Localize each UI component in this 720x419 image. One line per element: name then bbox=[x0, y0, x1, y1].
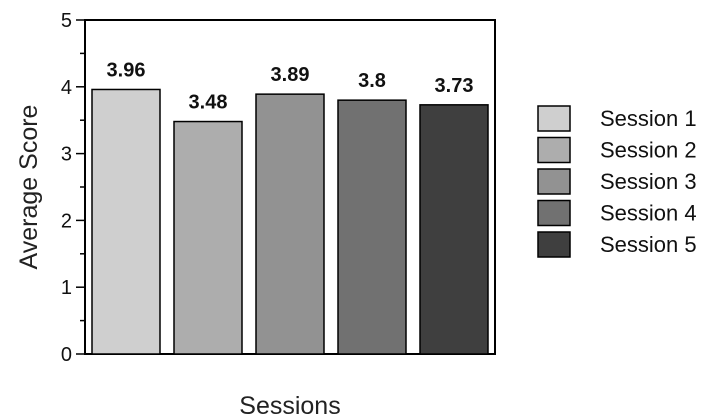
legend-label-3: Session 3 bbox=[600, 169, 697, 194]
bar-value-label-4: 3.8 bbox=[358, 70, 386, 92]
bar-value-label-1: 3.96 bbox=[107, 59, 146, 81]
legend: Session 1 Session 2 Session 3 Session 4 Sess… bbox=[538, 106, 697, 257]
legend-swatch-2 bbox=[538, 138, 570, 163]
legend-label-5: Session 5 bbox=[600, 232, 697, 257]
legend-label-1: Session 1 bbox=[600, 106, 697, 131]
y-tick-label: 5 bbox=[61, 10, 72, 32]
bar-5 bbox=[420, 105, 488, 354]
bar-value-label-5: 3.73 bbox=[435, 75, 474, 97]
legend-label-4: Session 4 bbox=[600, 201, 697, 226]
x-axis-title: Sessions bbox=[239, 392, 340, 419]
y-tick-label: 3 bbox=[61, 144, 72, 166]
y-tick-label: 2 bbox=[61, 210, 72, 232]
legend-label-2: Session 2 bbox=[600, 138, 697, 163]
y-tick-label: 0 bbox=[61, 344, 72, 366]
legend-swatch-4 bbox=[538, 201, 570, 226]
bar-1 bbox=[92, 89, 160, 354]
y-axis-title: Average Score bbox=[15, 105, 43, 270]
bar-4 bbox=[338, 100, 406, 354]
bar-value-label-3: 3.89 bbox=[271, 64, 310, 86]
legend-swatch-5 bbox=[538, 232, 570, 257]
bar-3 bbox=[256, 94, 324, 354]
bar-value-label-2: 3.48 bbox=[189, 92, 228, 114]
bar-2 bbox=[174, 122, 242, 354]
y-tick-label: 4 bbox=[61, 77, 72, 99]
legend-swatch-3 bbox=[538, 169, 570, 194]
y-tick-label: 1 bbox=[61, 277, 72, 299]
bars-layer bbox=[92, 89, 488, 354]
legend-swatch-1 bbox=[538, 106, 570, 131]
